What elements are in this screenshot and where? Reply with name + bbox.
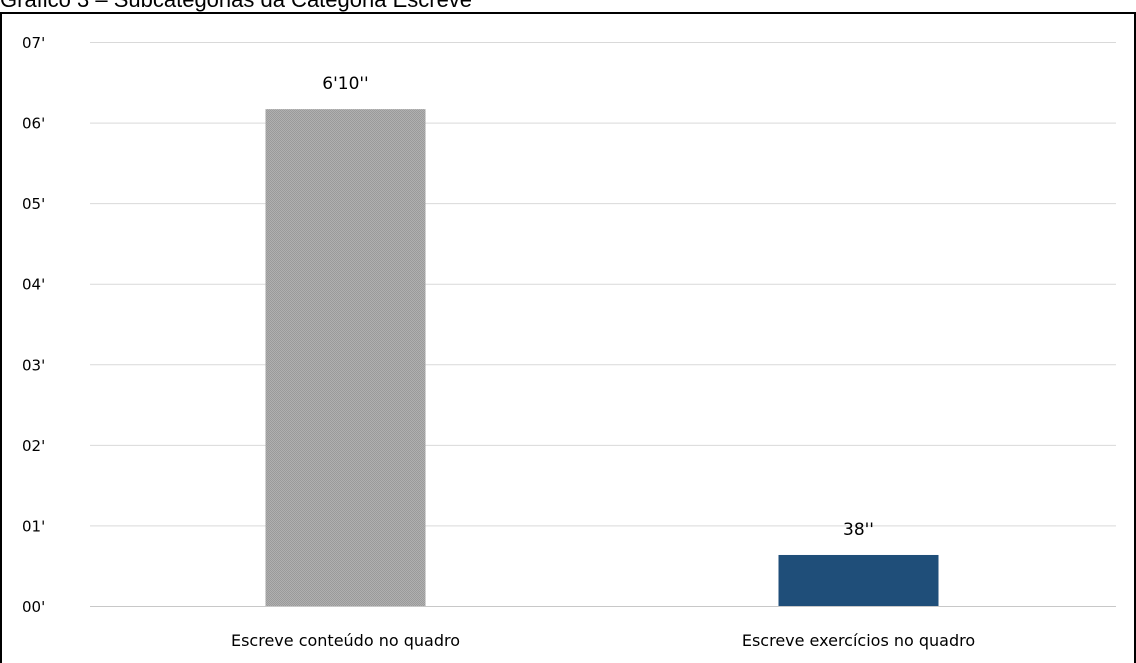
y-tick-label: 03' <box>22 356 45 374</box>
gridlines <box>90 42 1116 607</box>
category-label-2: Escreve exercícios no quadro <box>742 631 975 650</box>
y-tick-label: 00' <box>22 598 45 616</box>
chart-caption: Gráfico 3 – Subcategorias da Categoria E… <box>0 0 1136 12</box>
chart-frame <box>0 12 1136 663</box>
data-labels: 6'10'' 38'' <box>322 74 874 540</box>
y-tick-label: 04' <box>22 276 45 294</box>
y-tick-label: 01' <box>22 517 45 535</box>
y-axis-tick-labels: 00' 01' 02' 03' 04' 05' 06' 07' <box>22 34 45 616</box>
bar-2 <box>778 554 939 606</box>
category-label-1: Escreve conteúdo no quadro <box>231 631 460 650</box>
y-tick-label: 02' <box>22 437 45 455</box>
bars <box>265 109 939 607</box>
data-label-1: 6'10'' <box>322 74 368 94</box>
data-label-2: 38'' <box>843 520 874 540</box>
y-tick-label: 06' <box>22 115 45 133</box>
bar-1 <box>265 109 426 607</box>
category-labels: Escreve conteúdo no quadro Escreve exercí… <box>231 631 975 650</box>
y-tick-label: 05' <box>22 195 45 213</box>
y-tick-label: 07' <box>22 34 45 52</box>
